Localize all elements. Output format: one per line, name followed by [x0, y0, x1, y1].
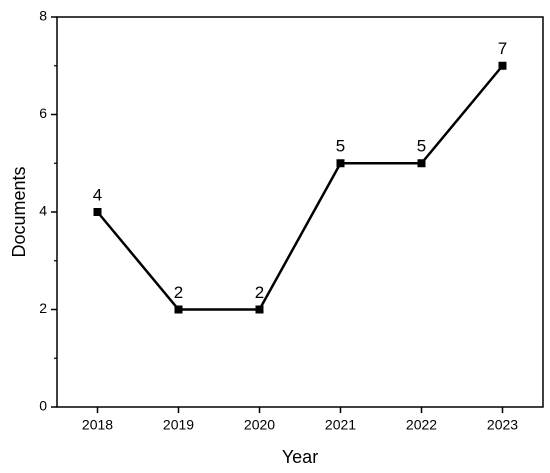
marker — [336, 159, 345, 168]
data-label: 5 — [336, 137, 345, 156]
data-label: 2 — [255, 283, 264, 302]
y-tick-label: 2 — [39, 300, 47, 316]
y-tick-label: 4 — [39, 203, 47, 219]
marker — [255, 305, 264, 314]
y-tick-label: 6 — [39, 105, 47, 121]
marker — [498, 61, 507, 70]
x-tick-label: 2021 — [325, 417, 356, 433]
x-tick-label: 2019 — [163, 417, 194, 433]
y-tick-label: 8 — [39, 8, 47, 24]
x-tick-label: 2022 — [406, 417, 437, 433]
x-tick-label: 2020 — [244, 417, 275, 433]
x-tick-label: 2018 — [82, 417, 113, 433]
data-label: 5 — [417, 137, 426, 156]
data-label: 4 — [93, 185, 102, 204]
marker — [174, 305, 183, 314]
data-label: 7 — [498, 39, 507, 58]
x-axis-label: Year — [282, 447, 318, 467]
plot-frame — [56, 16, 544, 408]
y-tick-label: 0 — [39, 398, 47, 414]
marker — [417, 159, 426, 168]
y-axis-label: Documents — [9, 166, 29, 257]
x-tick-label: 2023 — [487, 417, 518, 433]
data-label: 2 — [174, 283, 183, 302]
line — [96, 64, 504, 311]
marker — [93, 208, 102, 216]
